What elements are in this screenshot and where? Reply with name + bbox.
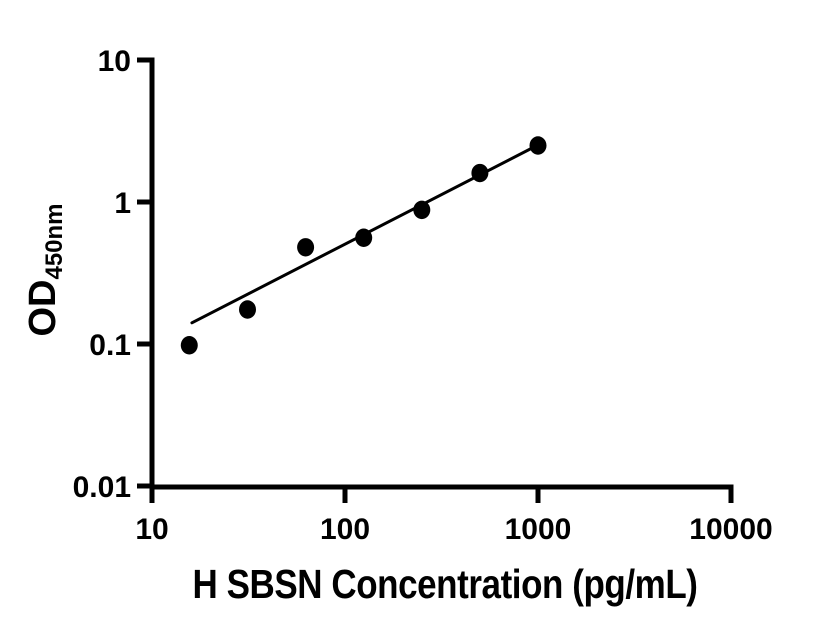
data-point — [180, 336, 198, 355]
y-axis-title-subscript: 450nm — [41, 203, 68, 279]
y-axis-title-group: OD450nm — [22, 203, 68, 336]
data-point — [355, 228, 373, 247]
x-tick-label: 10000 — [689, 513, 772, 546]
x-tick-label: 1000 — [505, 513, 572, 546]
y-tick-label: 1 — [114, 187, 131, 220]
y-tick-label: 10 — [98, 45, 131, 78]
data-point — [239, 300, 257, 319]
y-tick-label: 0.1 — [89, 329, 131, 362]
x-tick-label: 100 — [320, 513, 370, 546]
x-tick-label: 10 — [135, 513, 168, 546]
y-tick-label: 0.01 — [73, 471, 131, 504]
data-point — [297, 238, 315, 257]
data-point — [529, 136, 547, 155]
x-axis-title: H SBSN Concentration (pg/mL) — [193, 561, 698, 607]
axes-group — [137, 57, 734, 503]
data-point — [471, 163, 489, 183]
data-point — [413, 200, 431, 220]
y-axis-title: OD450nm — [22, 203, 68, 336]
data-points-group — [180, 136, 547, 355]
y-axis-title-main: OD — [22, 280, 64, 337]
